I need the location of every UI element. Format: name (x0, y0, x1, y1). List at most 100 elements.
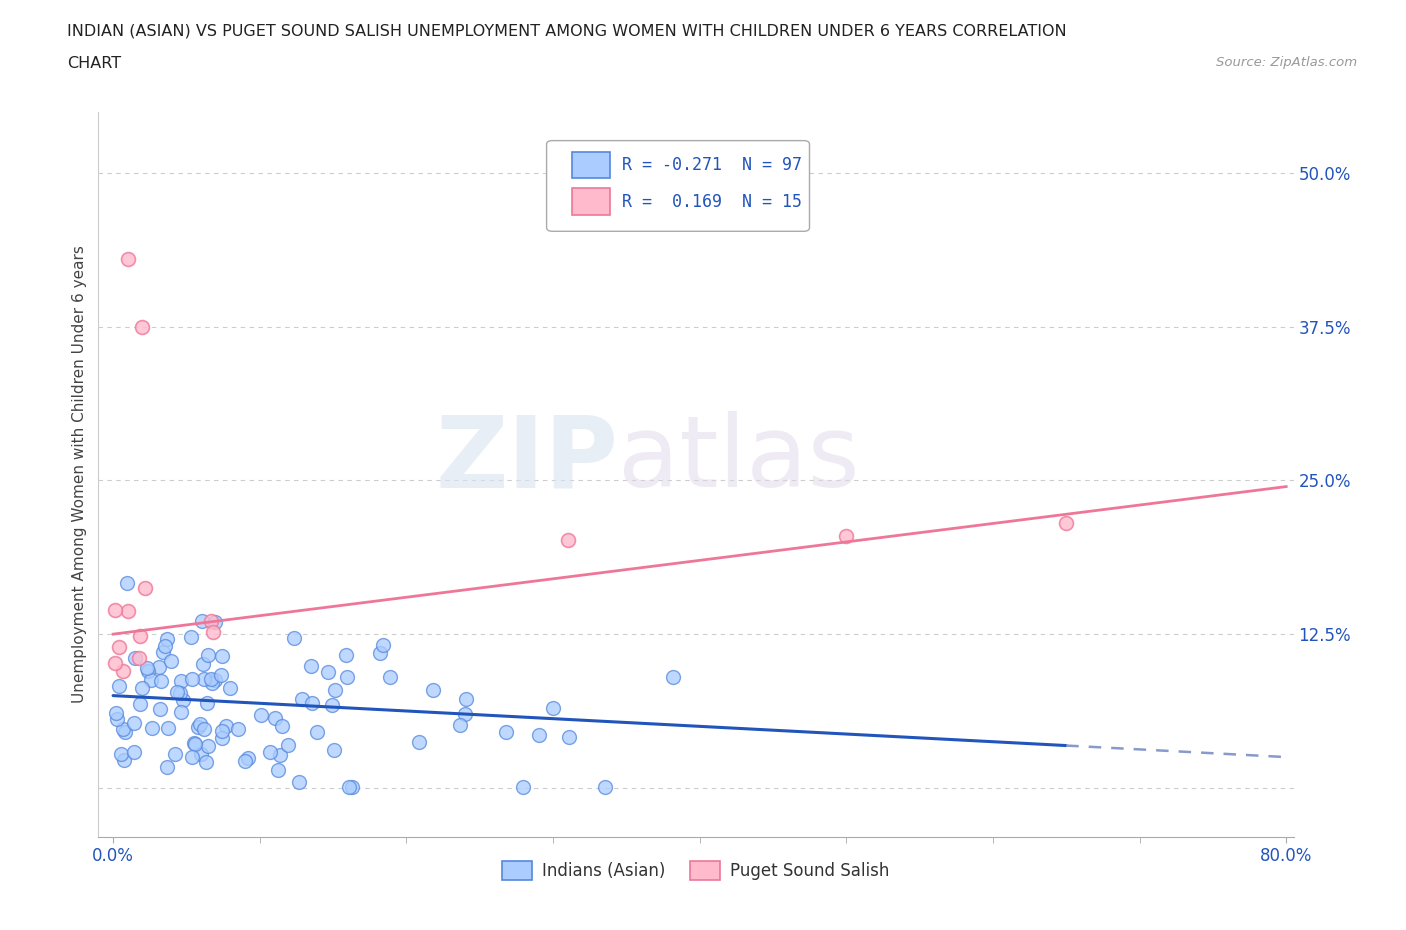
Point (204, 672, 226, 687)
Point (454, 692, 477, 707)
Point (299, 658, 322, 673)
Point (156, 631, 179, 646)
Point (211, 730, 233, 745)
Y-axis label: Unemployment Among Women with Children Under 6 years: Unemployment Among Women with Children U… (72, 246, 87, 703)
Point (122, 715, 145, 730)
Point (249, 707, 271, 722)
Point (112, 752, 135, 767)
Point (201, 676, 224, 691)
Point (114, 724, 136, 739)
Point (259, 745, 281, 760)
Point (454, 707, 477, 722)
FancyBboxPatch shape (572, 153, 610, 179)
Point (122, 745, 145, 760)
Text: Source: ZipAtlas.com: Source: ZipAtlas.com (1216, 56, 1357, 69)
Point (172, 693, 194, 708)
Point (204, 614, 226, 629)
Point (105, 706, 128, 721)
Text: R = -0.271  N = 97: R = -0.271 N = 97 (621, 156, 801, 174)
Point (190, 747, 212, 762)
Point (197, 738, 219, 753)
Point (264, 711, 287, 725)
Point (340, 779, 363, 794)
Point (170, 674, 193, 689)
Point (135, 661, 157, 676)
Point (301, 696, 323, 711)
Point (197, 647, 219, 662)
FancyBboxPatch shape (547, 140, 810, 232)
Point (131, 319, 153, 334)
Point (335, 647, 357, 662)
Point (321, 698, 343, 712)
Point (218, 681, 240, 696)
Point (112, 663, 135, 678)
Point (187, 720, 209, 735)
Point (323, 683, 346, 698)
Point (183, 737, 205, 751)
Point (157, 721, 180, 736)
Point (512, 779, 534, 794)
Point (169, 685, 191, 700)
Point (226, 722, 249, 737)
Point (408, 735, 430, 750)
Point (149, 702, 172, 717)
Point (661, 670, 683, 684)
Point (200, 613, 222, 628)
Point (149, 674, 172, 689)
Point (233, 753, 256, 768)
Text: atlas: atlas (619, 411, 860, 509)
Point (267, 763, 290, 777)
Point (188, 717, 211, 732)
Point (159, 654, 181, 669)
Point (495, 725, 517, 740)
Point (108, 639, 131, 654)
Point (108, 679, 131, 694)
Point (450, 718, 472, 733)
Legend: Indians (Asian), Puget Sound Salish: Indians (Asian), Puget Sound Salish (495, 854, 897, 886)
Point (378, 670, 401, 684)
Text: R =  0.169  N = 15: R = 0.169 N = 15 (621, 193, 801, 210)
Point (105, 712, 128, 727)
Point (124, 651, 146, 666)
Point (117, 604, 139, 618)
Point (195, 696, 218, 711)
Point (527, 728, 550, 743)
Point (193, 672, 215, 687)
Point (155, 639, 177, 654)
Point (112, 721, 135, 736)
Point (103, 656, 125, 671)
Point (193, 657, 215, 671)
Point (128, 698, 150, 712)
Point (290, 692, 312, 707)
Point (163, 747, 186, 762)
Point (180, 630, 202, 644)
Point (305, 724, 328, 739)
Point (835, 528, 858, 543)
Point (368, 645, 391, 660)
Point (557, 533, 579, 548)
Point (336, 670, 359, 684)
Point (270, 719, 292, 734)
Point (215, 719, 238, 734)
Point (193, 721, 215, 736)
Point (277, 737, 299, 752)
Point (148, 659, 170, 674)
Point (422, 683, 444, 698)
Point (131, 681, 153, 696)
Point (183, 736, 205, 751)
Point (110, 747, 132, 762)
Text: INDIAN (ASIAN) VS PUGET SOUND SALISH UNEMPLOYMENT AMONG WOMEN WITH CHILDREN UNDE: INDIAN (ASIAN) VS PUGET SOUND SALISH UNE… (67, 23, 1067, 38)
Point (558, 730, 581, 745)
Point (180, 671, 202, 686)
Point (201, 624, 224, 639)
Point (209, 668, 232, 683)
Point (1054, 516, 1077, 531)
Point (211, 648, 233, 663)
Point (104, 603, 127, 618)
Point (323, 743, 346, 758)
Point (316, 665, 339, 680)
Point (141, 721, 163, 736)
Point (156, 760, 179, 775)
Point (141, 673, 163, 688)
Point (283, 631, 305, 645)
